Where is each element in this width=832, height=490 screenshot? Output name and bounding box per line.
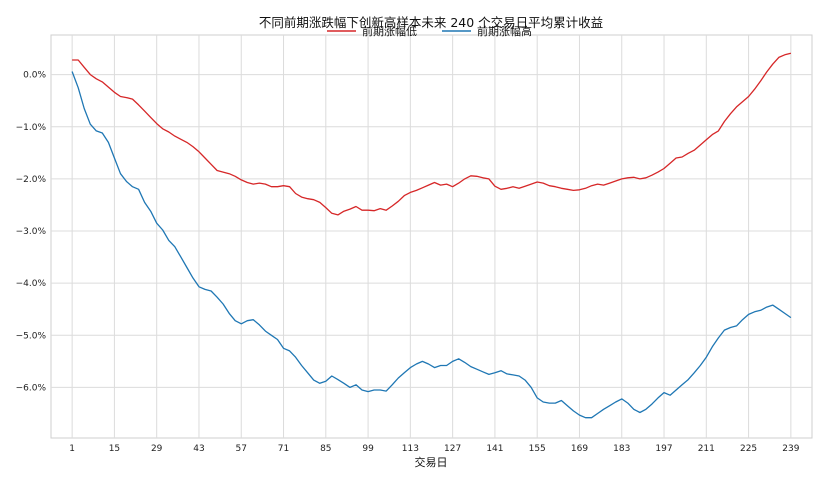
y-tick-label: −2.0%	[16, 175, 47, 185]
x-tick-label: 85	[320, 444, 331, 454]
y-axis-ticks: 0.0% −1.0% −2.0% −3.0% −4.0% −5.0% −6.0%	[16, 71, 47, 394]
plot-area	[50, 34, 813, 439]
series-lines	[71, 52, 792, 419]
x-tick-label: 155	[529, 444, 546, 454]
x-tick-label: 99	[362, 444, 374, 454]
x-tick-label: 169	[571, 444, 588, 454]
legend: 前期涨幅低 前期涨幅高	[327, 24, 532, 38]
x-tick-label: 1	[69, 444, 75, 454]
y-tick-label: −3.0%	[16, 227, 47, 237]
x-tick-label: 113	[402, 444, 419, 454]
y-tick-label: −5.0%	[16, 331, 47, 341]
x-tick-label: 239	[782, 444, 799, 454]
gridlines	[51, 35, 812, 438]
x-tick-label: 43	[193, 444, 204, 454]
x-tick-label: 57	[236, 444, 247, 454]
y-tick-label: 0.0%	[23, 71, 46, 81]
x-tick-label: 15	[109, 444, 120, 454]
legend-label-high: 前期涨幅高	[477, 24, 532, 38]
series-line-low	[72, 52, 792, 216]
series-line-high	[71, 71, 792, 419]
x-tick-label: 183	[613, 444, 630, 454]
x-tick-label: 141	[486, 444, 503, 454]
y-tick-label: −1.0%	[16, 123, 47, 133]
x-tick-label: 197	[655, 444, 672, 454]
x-tick-label: 29	[151, 444, 163, 454]
x-tick-label: 211	[698, 444, 715, 454]
x-tick-label: 71	[278, 444, 289, 454]
y-tick-label: −6.0%	[16, 383, 47, 393]
x-axis-ticks: 1 15 29 43 57 71 85 99 113 127 141 155 169 183 197 211 2…	[69, 444, 799, 454]
y-tick-label: −4.0%	[16, 279, 47, 289]
legend-label-low: 前期涨幅低	[362, 24, 417, 38]
x-tick-label: 127	[444, 444, 461, 454]
x-tick-label: 225	[740, 444, 757, 454]
chart-title: 不同前期涨跌幅下创新高样本未来 240 个交易日平均累计收益	[259, 15, 603, 30]
x-axis-label: 交易日	[415, 455, 448, 469]
